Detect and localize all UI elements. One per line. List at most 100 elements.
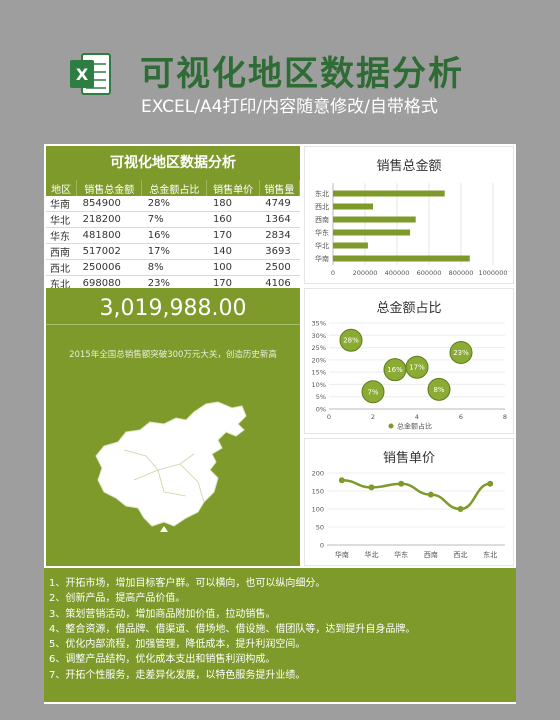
divider	[46, 324, 300, 325]
table-cell: 西南	[46, 243, 77, 260]
table-title: 可视化地区数据分析	[46, 146, 300, 180]
table-cell: 28%	[141, 196, 207, 212]
column-header: 销售总金额	[76, 180, 143, 196]
bar-chart-title: 销售总金额	[376, 159, 442, 174]
data-point	[449, 340, 473, 364]
y-tick-label: 15%	[312, 369, 326, 377]
x-tick-label: 4	[415, 413, 419, 421]
x-tick-label: 西南	[424, 550, 438, 559]
tip-item: 4、整合资源，借品牌、借渠道、借场地、借设施、借团队等，达到提升自身品牌。	[49, 623, 416, 635]
y-tick-label: 华东	[315, 228, 329, 237]
excel-icon-letter: X	[76, 65, 89, 84]
table-row: 西南 517002 17% 140 3693	[46, 243, 300, 260]
table-cell: 3693	[259, 243, 300, 260]
table-cell: 250006	[76, 259, 142, 276]
share-scatter-chart-panel: 总金额占比 0% 5% 10% 15% 20% 25% 30% 35% 0 2 4 6 8 28% 7% 16…	[304, 288, 514, 434]
y-tick-label: 5%	[316, 393, 326, 401]
data-point	[487, 480, 494, 487]
data-point	[339, 328, 363, 352]
table-cell: 华北	[46, 211, 77, 228]
data-table: 地区 销售总金额 总金额占比 销售单价 销售量 华南 854900 28% 18…	[46, 180, 301, 292]
y-tick-label: 100	[312, 506, 324, 514]
table-cell: 西北	[46, 259, 77, 276]
data-label: 8%	[433, 386, 444, 394]
data-point	[405, 355, 429, 379]
table-cell: 854900	[76, 196, 142, 212]
x-tick-label: 东北	[483, 550, 497, 559]
y-tick-label: 华北	[315, 241, 329, 250]
scatter-chart-title: 总金额占比	[376, 301, 442, 316]
data-label: 17%	[409, 364, 425, 372]
x-tick-label: 华北	[365, 550, 379, 559]
tip-item: 1、开拓市场，增加目标客户群。可以横向，也可以纵向细分。	[49, 578, 326, 589]
sales-bar-chart-panel: 销售总金额 0 200000 400000 600000 800000 1000000 东北…	[304, 146, 514, 284]
tip-item: 7、开拓个性服务，走差异化发展，以特色服务提升业绩。	[49, 669, 306, 681]
table-cell: 481800	[76, 227, 142, 244]
x-tick-label: 华南	[335, 550, 349, 559]
y-tick-label: 西北	[315, 203, 329, 211]
data-point	[427, 377, 451, 401]
table-row: 华北 218200 7% 160 1364	[46, 211, 300, 228]
x-tick-label: 200000	[353, 269, 378, 277]
table-cell: 140	[206, 243, 260, 260]
x-tick-label: 800000	[449, 269, 474, 277]
report-sheet: 可视化地区数据分析 地区 销售总金额 总金额占比 销售单价 销售量 华南 854…	[44, 144, 516, 704]
table-cell: 华南	[46, 196, 77, 212]
bar	[333, 229, 411, 236]
table-row: 西北 250006 8% 100 2500	[46, 259, 300, 276]
y-tick-label: 25%	[312, 344, 326, 352]
y-tick-label: 0%	[316, 406, 326, 414]
tip-item: 3、策划营销活动，增加商品附加价值，拉动销售。	[49, 608, 276, 620]
price-line-chart-panel: 销售单价 0 50 100 150 200 华南 华北 华东 西南 西北 东北	[304, 438, 514, 566]
y-tick-label: 50	[316, 524, 324, 532]
y-tick-label: 西南	[315, 215, 329, 224]
tip-item: 2、创新产品，提高产品价值。	[49, 593, 186, 605]
table-cell: 180	[206, 196, 260, 212]
table-cell: 华东	[46, 227, 77, 244]
x-tick-label: 8	[503, 413, 507, 421]
x-tick-label: 2	[371, 413, 375, 421]
table-row: 华东 481800 16% 170 2834	[46, 227, 300, 244]
table-cell: 17%	[141, 243, 207, 260]
y-tick-label: 0	[320, 542, 324, 550]
y-tick-label: 华南	[315, 254, 329, 263]
share-scatter-chart: 0% 5% 10% 15% 20% 25% 30% 35% 0 2 4 6 8 28% 7% 16% 17% 8%…	[312, 320, 508, 431]
bar	[333, 203, 374, 210]
china-map-icon	[95, 401, 247, 532]
bar	[333, 255, 470, 262]
table-row: 华南 854900 28% 180 4749	[46, 196, 300, 212]
y-tick-label: 150	[312, 488, 324, 496]
y-tick-label: 东北	[315, 189, 329, 198]
table-cell: 8%	[141, 259, 207, 276]
page-title: 可视化地区数据分析	[140, 54, 464, 94]
total-sales-value: 3,019,988.00	[99, 296, 247, 321]
series-line	[341, 478, 491, 511]
x-tick-label: 0	[327, 413, 331, 421]
table-cell: 4749	[259, 196, 300, 212]
data-point	[398, 480, 405, 487]
data-point	[361, 380, 385, 404]
table-cell: 1364	[259, 211, 300, 228]
y-tick-label: 200	[312, 470, 324, 478]
total-sales-note: 2015年全国总销售额突破300万元大关，创造历史新高	[69, 350, 277, 360]
data-label: 7%	[367, 388, 378, 396]
table-cell: 2500	[259, 259, 300, 276]
y-tick-label: 35%	[312, 320, 326, 328]
table-cell: 7%	[141, 211, 207, 228]
column-header: 销售单价	[206, 180, 260, 196]
bar	[333, 190, 445, 197]
x-tick-label: 西北	[454, 551, 468, 559]
tips-panel: 1、开拓市场，增加目标客户群。可以横向，也可以纵向细分。 2、创新产品，提高产品…	[44, 568, 516, 702]
table-cell: 100	[206, 259, 260, 276]
x-tick-label: 400000	[385, 269, 410, 277]
total-sales-panel: 3,019,988.00 2015年全国总销售额突破300万元大关，创造历史新高	[46, 288, 300, 566]
page-subtitle: EXCEL/A4打印/内容随意修改/自带格式	[141, 97, 438, 117]
y-tick-label: 20%	[312, 356, 326, 364]
table-cell: 160	[206, 211, 260, 228]
data-point	[457, 506, 464, 512]
table-cell: 170	[206, 227, 260, 244]
data-table-panel: 可视化地区数据分析 地区 销售总金额 总金额占比 销售单价 销售量 华南 854…	[46, 146, 301, 292]
data-label: 16%	[387, 366, 403, 374]
excel-icon: X	[70, 53, 111, 95]
column-header: 地区	[46, 180, 78, 196]
